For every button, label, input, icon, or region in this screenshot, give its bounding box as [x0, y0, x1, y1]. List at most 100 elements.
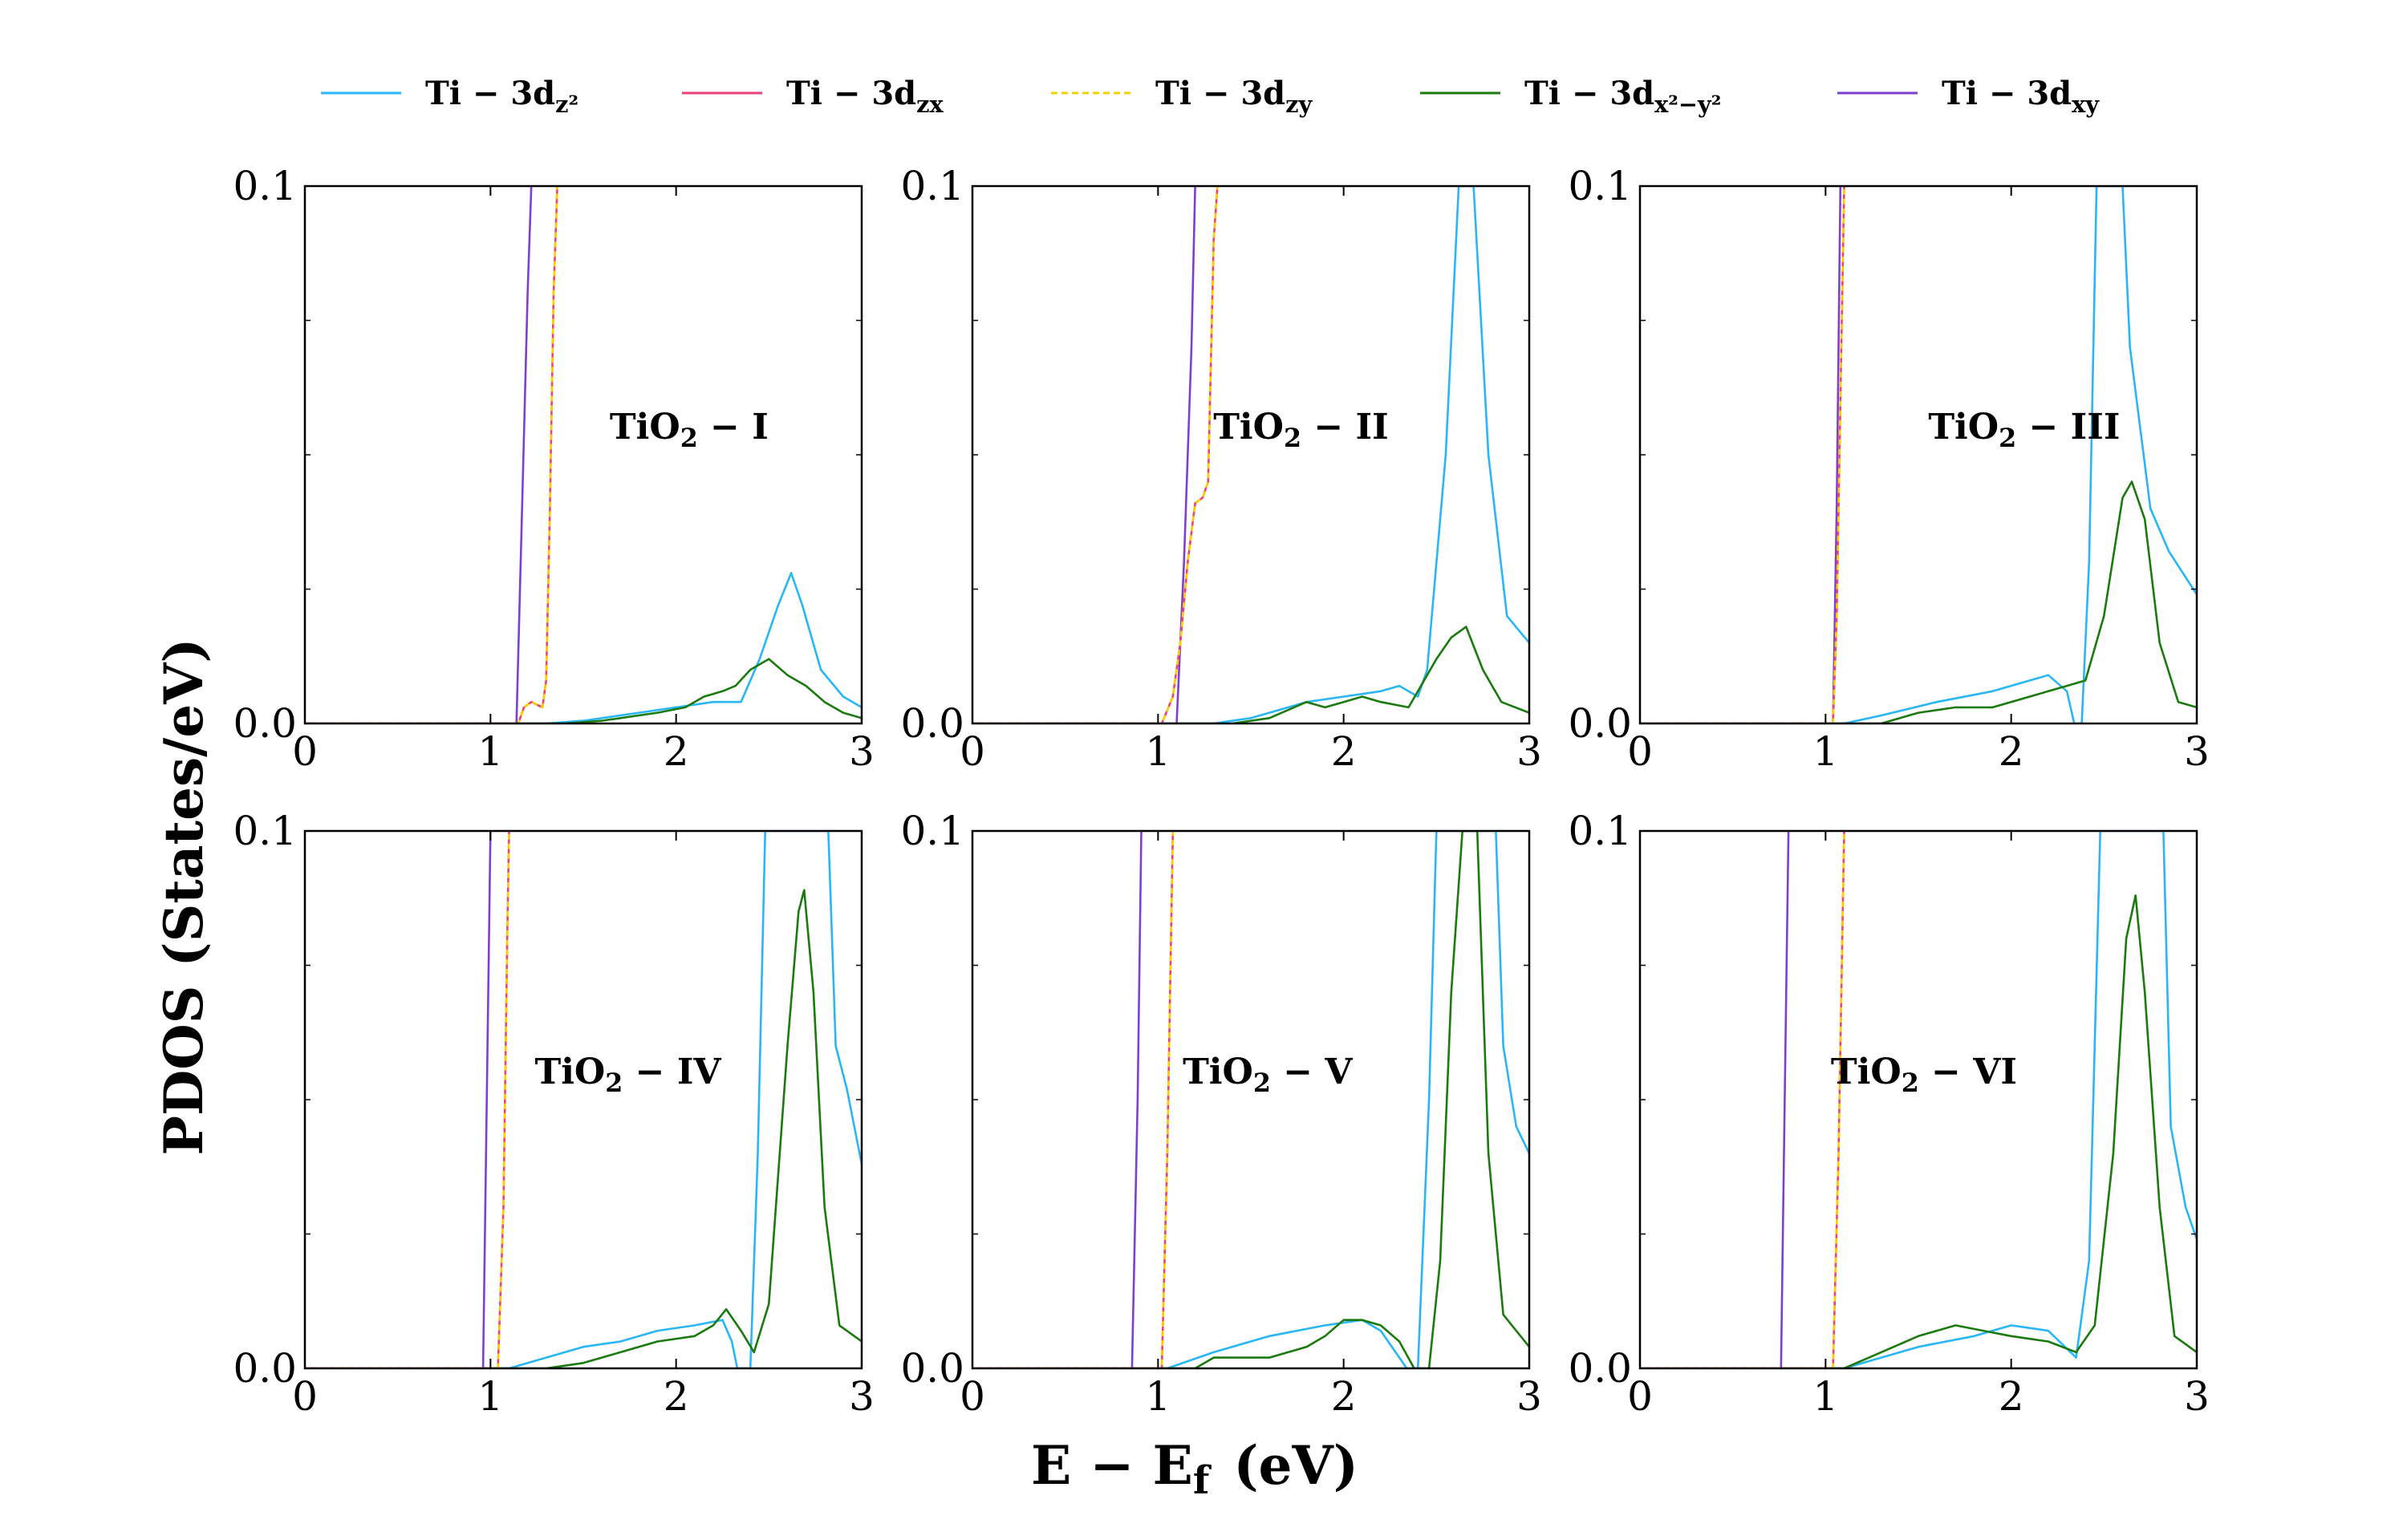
- x-tick-label: 0: [960, 728, 985, 775]
- panel-label-sub: 2: [1253, 1068, 1271, 1098]
- series-line-dzx: [972, 831, 1175, 1368]
- panel-label-sub: 2: [1284, 424, 1301, 453]
- panel-label: TiO2 − V: [1183, 1052, 1353, 1098]
- panel-label-sub: 2: [605, 1068, 623, 1098]
- panel-label-sub: 2: [1902, 1068, 1919, 1098]
- x-tick-label: 2: [664, 728, 689, 775]
- panel-label: TiO2 − III: [1928, 407, 2120, 453]
- series-line-dz2: [972, 186, 1529, 723]
- y-tick-label: 0.0: [233, 700, 297, 747]
- series-line-dxy: [305, 186, 533, 723]
- panel-label: TiO2 − VI: [1831, 1052, 2017, 1098]
- y-tick-label: 0.0: [1568, 1345, 1632, 1392]
- x-tick-label: 1: [1145, 728, 1171, 775]
- y-tick-label: 0.0: [900, 1345, 964, 1392]
- series-line-dx2y2: [305, 889, 862, 1368]
- legend-label-dz2: Ti − 3dz²: [425, 75, 578, 118]
- series-line-dzy: [1640, 831, 1845, 1368]
- panel-3: 0 1 2 3 0.0 0.1 TiO2 − III: [1568, 163, 2209, 775]
- series-line-dx2y2: [1640, 894, 2197, 1368]
- x-tick-label: 1: [1145, 1373, 1171, 1420]
- panel-curves: [1640, 186, 2197, 723]
- legend-entry-dxy: Ti − 3dxy: [1837, 75, 2100, 118]
- panel-label-main: TiO: [1213, 407, 1284, 448]
- y-tick-label: 0.0: [1568, 700, 1632, 747]
- series-line-dxy: [1640, 831, 1790, 1368]
- series-line-dxy: [972, 831, 1143, 1368]
- x-tick-label: 2: [1999, 728, 2024, 775]
- x-tick-label: 1: [477, 728, 503, 775]
- panel-label-rest: − V: [1271, 1052, 1354, 1092]
- x-tick-label: 3: [2184, 1373, 2210, 1420]
- legend-entry-dzx: Ti − 3dzx: [682, 75, 944, 118]
- panel-curves: [972, 831, 1529, 1368]
- y-tick-label: 0.1: [1568, 808, 1632, 854]
- x-tick-label: 0: [1627, 728, 1653, 775]
- x-tick-label: 0: [292, 728, 318, 775]
- x-tick-label: 2: [664, 1373, 689, 1420]
- panel-label: TiO2 − II: [1213, 407, 1389, 453]
- panel-curves: [305, 831, 862, 1368]
- series-line-dz2: [305, 831, 862, 1368]
- panel-label-rest: − VI: [1919, 1052, 2017, 1092]
- panel-label-sub: 2: [1999, 424, 2016, 453]
- legend-label-dx2y2: Ti − 3dx²−y²: [1524, 75, 1721, 118]
- x-tick-label: 0: [960, 1373, 985, 1420]
- series-line-dx2y2: [1640, 480, 2197, 723]
- series-line-dz2: [1640, 831, 2197, 1368]
- x-tick-label: 2: [1331, 1373, 1357, 1420]
- panel-curves: [305, 186, 862, 723]
- panel-label-sub: 2: [680, 424, 698, 453]
- panel-label-main: TiO: [610, 407, 680, 448]
- panel-curves: [972, 186, 1529, 723]
- series-line-dz2: [305, 572, 862, 723]
- series-line-dxy: [972, 186, 1196, 723]
- x-tick-label: 3: [849, 1373, 875, 1420]
- x-tick-label: 3: [1516, 1373, 1542, 1420]
- legend-label-dzy: Ti − 3dzy: [1155, 75, 1313, 118]
- series-line-dzy: [305, 186, 558, 723]
- panel-label: TiO2 − IV: [534, 1052, 721, 1098]
- x-tick-label: 1: [477, 1373, 503, 1420]
- panel-label-main: TiO: [534, 1052, 605, 1092]
- y-tick-label: 0.0: [900, 700, 964, 747]
- series-line-dz2: [972, 831, 1529, 1368]
- panel-label-main: TiO: [1183, 1052, 1253, 1092]
- panel-label-rest: − III: [2016, 407, 2120, 448]
- y-tick-label: 0.0: [233, 1345, 297, 1392]
- panel-label-rest: − IV: [623, 1052, 721, 1092]
- series-line-dzy: [972, 186, 1219, 723]
- legend-label-dxy: Ti − 3dxy: [1942, 75, 2100, 118]
- x-tick-label: 1: [1812, 1373, 1838, 1420]
- x-tick-label: 2: [1999, 1373, 2024, 1420]
- panel-label-rest: − II: [1301, 407, 1389, 448]
- y-tick-label: 0.1: [900, 163, 964, 209]
- series-line-dzy: [305, 831, 510, 1368]
- series-line-dz2: [1640, 186, 2197, 723]
- legend: Ti − 3dz² Ti − 3dzx Ti − 3dzy Ti − 3dx²−…: [321, 75, 2100, 118]
- x-axis-title: E − Ef (eV): [1031, 1434, 1358, 1503]
- series-line-dx2y2: [972, 831, 1529, 1368]
- x-tick-label: 2: [1331, 728, 1357, 775]
- series-line-dx2y2: [305, 658, 862, 723]
- y-tick-label: 0.1: [1568, 163, 1632, 209]
- panel-label-main: TiO: [1831, 1052, 1902, 1092]
- x-tick-label: 3: [2184, 728, 2210, 775]
- x-tick-label: 3: [849, 728, 875, 775]
- panel-curves: [1640, 831, 2197, 1368]
- x-tick-label: 0: [1627, 1373, 1653, 1420]
- series-line-dxy: [1640, 186, 1842, 723]
- series-line-dx2y2: [972, 626, 1529, 723]
- x-tick-label: 3: [1516, 728, 1542, 775]
- panel-label: TiO2 − I: [610, 407, 769, 453]
- legend-entry-dzy: Ti − 3dzy: [1051, 75, 1313, 118]
- x-tick-label: 1: [1812, 728, 1838, 775]
